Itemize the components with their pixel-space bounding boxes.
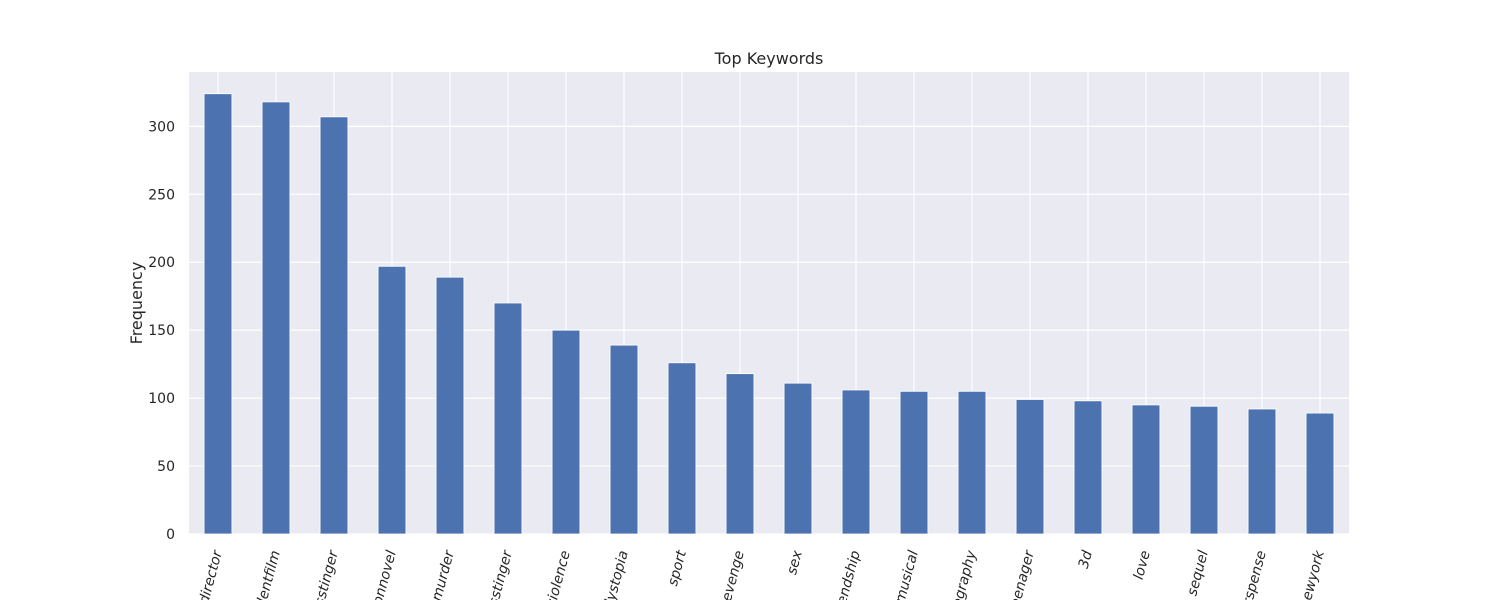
x-tick-label: dystopia	[601, 549, 632, 600]
x-tick-label: evenge	[719, 549, 748, 600]
bar-5	[493, 302, 523, 535]
bar-16	[1131, 404, 1161, 535]
y-tick-label: 300	[148, 119, 175, 135]
bar-11	[841, 389, 871, 535]
bar-18	[1247, 408, 1277, 535]
y-tick-label: 0	[166, 527, 175, 543]
bar-13	[957, 390, 987, 535]
bar-6	[551, 329, 581, 535]
x-tick-label: sstinger	[312, 548, 342, 600]
x-tick-label: dentfilm	[253, 549, 284, 600]
y-tick-label: 100	[148, 391, 175, 407]
x-tick-label: director	[196, 548, 226, 600]
y-tick-labels: 0 50 100 150 200 250 300	[148, 119, 175, 543]
bar-4	[435, 276, 465, 535]
x-tick-label: ography	[949, 548, 980, 600]
bar-14	[1015, 399, 1045, 535]
chart-title: Top Keywords	[714, 49, 824, 68]
x-tick-label: love	[1131, 549, 1154, 582]
x-tick-label: musical	[892, 549, 921, 600]
x-tick-label: sequel	[1184, 549, 1211, 598]
bar-2	[319, 116, 349, 535]
x-tick-label: murder	[429, 548, 458, 600]
bar-19	[1305, 412, 1335, 535]
bar-1	[261, 101, 291, 535]
x-tick-label: endship	[834, 549, 864, 600]
bar-12	[899, 390, 929, 535]
y-tick-label: 150	[148, 323, 175, 339]
bar-3	[377, 265, 407, 535]
y-tick-label: 200	[148, 255, 175, 271]
x-tick-labels: director dentfilm sstinger onnovel murder sst…	[196, 548, 1328, 600]
x-tick-label: onnovel	[370, 549, 400, 600]
bar-layer	[203, 93, 1335, 535]
y-tick-label: 50	[157, 459, 175, 475]
bar-9	[725, 373, 755, 535]
x-tick-label: 3d	[1076, 549, 1096, 570]
y-axis-label: Frequency	[127, 262, 146, 345]
plot-area	[189, 72, 1349, 534]
bar-10	[783, 382, 813, 535]
x-tick-label: rspense	[1240, 549, 1270, 600]
y-tick-label: 250	[148, 187, 175, 203]
x-tick-label: newyork	[1297, 548, 1328, 600]
bar-8	[667, 362, 697, 535]
x-tick-label: sstinger	[486, 548, 516, 600]
x-tick-label: sex	[784, 548, 806, 576]
x-tick-label: violence	[543, 549, 574, 600]
bar-0	[203, 93, 233, 535]
bar-7	[609, 344, 639, 535]
bar-15	[1073, 400, 1103, 535]
bar-17	[1189, 405, 1219, 535]
x-tick-label: eenager	[1007, 548, 1038, 600]
x-tick-label: sport	[665, 548, 690, 587]
